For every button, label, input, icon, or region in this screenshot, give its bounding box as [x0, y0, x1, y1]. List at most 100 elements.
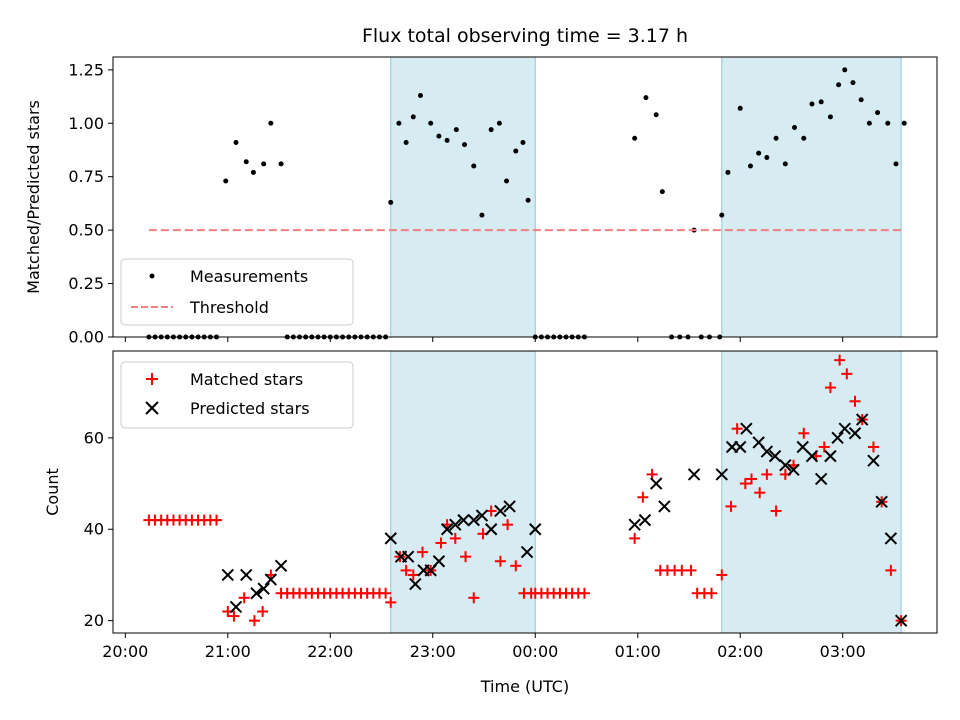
- matched-star-marker: [629, 532, 641, 544]
- measurement-point: [893, 161, 899, 167]
- matched-star-marker: [834, 354, 846, 366]
- bot-shade-span-1: [721, 350, 902, 634]
- measurement-point: [764, 154, 770, 160]
- measurement-point: [901, 120, 907, 126]
- xtick-label: 21:00: [205, 642, 251, 661]
- measurement-point: [504, 178, 510, 184]
- measurement-point: [643, 95, 649, 101]
- measurement-point: [496, 120, 502, 126]
- matched-star-marker: [867, 441, 879, 453]
- top-x-ticks: [124, 337, 844, 342]
- predicted-star-marker: [529, 523, 542, 536]
- predicted-star-marker: [264, 573, 278, 586]
- matched-star-marker: [754, 487, 766, 499]
- legend-matched-marker: [146, 373, 158, 385]
- bottom-legend: Matched stars Predicted stars: [120, 361, 354, 429]
- bottom-y-ticks: 20 40 60: [84, 428, 113, 630]
- legend-measurements-marker: [149, 273, 155, 279]
- predicted-star-marker: [884, 532, 898, 545]
- measurement-point: [462, 142, 468, 148]
- top-ytick-label: 0.25: [68, 274, 104, 293]
- measurement-point: [261, 161, 267, 167]
- matched-star-marker: [849, 395, 861, 407]
- bot-ytick-label: 60: [84, 428, 104, 447]
- measurement-point: [792, 125, 798, 131]
- legend-predicted-label: Predicted stars: [190, 399, 310, 418]
- matched-star-marker: [435, 537, 447, 549]
- matched-star-marker: [725, 500, 737, 512]
- measurement-point: [520, 139, 526, 145]
- predicted-star-marker: [894, 614, 908, 627]
- measurement-point: [801, 135, 807, 141]
- measurement-point: [268, 120, 274, 126]
- top-ytick-label: 0.00: [68, 328, 104, 347]
- predicted-star-marker: [638, 513, 652, 527]
- matched-star-marker: [761, 468, 773, 480]
- matched-star-marker: [798, 427, 810, 439]
- measurement-point: [525, 197, 531, 203]
- xtick-label: 22:00: [307, 642, 353, 661]
- measurement-point: [278, 161, 284, 167]
- top-y-ticks: 0.00 0.25 0.50 0.75 1.00 1.25: [68, 60, 113, 347]
- predicted-star-marker: [257, 582, 270, 595]
- measurement-point: [428, 120, 434, 126]
- measurement-point: [866, 120, 872, 126]
- predicted-star-marker: [831, 431, 844, 445]
- predicted-star-marker: [838, 422, 851, 435]
- predicted-star-marker: [796, 440, 809, 454]
- legend-predicted-marker: [145, 401, 159, 415]
- predicted-star-marker: [649, 477, 663, 490]
- predicted-star-marker: [734, 440, 747, 454]
- measurement-point: [410, 114, 416, 120]
- top-shade-span-1: [721, 56, 902, 338]
- predicted-star-marker: [768, 449, 782, 463]
- xtick-label: 01:00: [615, 642, 661, 661]
- predicted-star-marker: [384, 532, 397, 545]
- measurement-point: [233, 139, 239, 145]
- measurement-point: [403, 139, 409, 145]
- predicted-star-marker: [787, 463, 800, 477]
- predicted-star-marker: [274, 559, 288, 573]
- matched-star-marker: [841, 368, 853, 380]
- matched-star-marker: [400, 564, 412, 576]
- top-ytick-label: 0.50: [68, 221, 104, 240]
- predicted-star-marker: [229, 600, 243, 614]
- predicted-star-marker: [824, 449, 837, 463]
- measurement-point: [809, 101, 815, 107]
- xtick-label: 20:00: [102, 642, 148, 661]
- matched-star-marker: [510, 560, 522, 572]
- measurement-point: [850, 80, 856, 86]
- matched-star-marker: [449, 532, 461, 544]
- measurement-point: [250, 169, 256, 175]
- predicted-star-marker: [440, 523, 454, 536]
- matched-star-marker: [238, 592, 250, 604]
- measurement-point: [223, 178, 229, 184]
- measurement-point: [756, 150, 762, 156]
- predicted-star-marker: [457, 513, 470, 527]
- matched-star-marker: [380, 587, 392, 599]
- bottom-series: [143, 354, 908, 627]
- top-ytick-label: 0.75: [68, 167, 104, 186]
- matched-star-marker: [676, 564, 688, 576]
- top-y-axis-label: Matched/Predicted stars: [24, 100, 43, 294]
- predicted-star-marker: [484, 523, 498, 536]
- measurement-point: [488, 127, 494, 133]
- measurement-point: [444, 137, 450, 143]
- predicted-star-marker: [409, 577, 422, 591]
- predicted-star-marker: [240, 568, 253, 582]
- measurement-point: [782, 161, 788, 167]
- matched-star-marker: [211, 514, 223, 526]
- matched-star-marker: [818, 441, 830, 453]
- predicted-star-marker: [401, 550, 415, 563]
- predicted-star-marker: [848, 427, 862, 440]
- predicted-star-marker: [475, 509, 489, 522]
- matched-star-marker: [716, 569, 728, 581]
- legend-measurements-label: Measurements: [190, 267, 308, 286]
- top-series: [146, 67, 907, 340]
- measurement-point: [725, 169, 731, 175]
- measurement-point: [388, 199, 394, 205]
- matched-star-marker: [731, 423, 743, 435]
- matched-star-marker: [685, 564, 697, 576]
- measurement-point: [659, 189, 665, 195]
- xtick-label: 03:00: [820, 642, 866, 661]
